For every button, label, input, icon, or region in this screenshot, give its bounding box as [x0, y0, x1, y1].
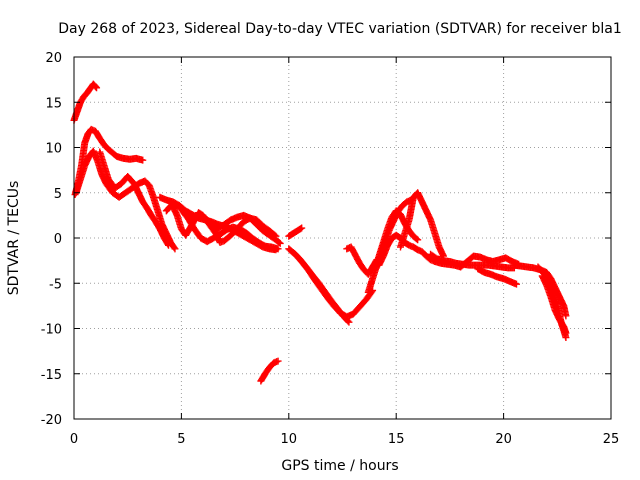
data-point	[413, 235, 421, 243]
data-point	[276, 239, 284, 247]
tick-layer: 0 5 10 15 20 25 -20 -15 -10 -5 0 5 10 15 20	[41, 51, 620, 447]
data-point	[275, 239, 283, 247]
y-tick-label: -20	[41, 413, 62, 428]
data-point	[93, 84, 101, 92]
chart-title: Day 268 of 2023, Sidereal Day-to-day VTE…	[58, 21, 621, 37]
x-tick-label: 5	[177, 432, 185, 447]
series-arc-q	[396, 189, 447, 260]
data-point	[298, 224, 306, 232]
x-tick-label: 25	[603, 432, 620, 447]
y-tick-label: 10	[45, 142, 62, 157]
y-tick-label: 5	[54, 187, 62, 202]
data-point	[274, 245, 282, 253]
data-point	[165, 241, 173, 249]
x-tick-label: 10	[281, 432, 298, 447]
data-point	[562, 312, 570, 320]
y-axis-label: SDTVAR / TECUs	[6, 181, 22, 296]
data-point	[344, 317, 352, 325]
data-point	[171, 245, 179, 253]
series-arc-p	[375, 231, 439, 269]
data-point	[414, 236, 422, 244]
data-point	[139, 156, 147, 164]
x-tick-label: 0	[70, 432, 78, 447]
x-tick-label: 15	[388, 432, 405, 447]
series-arc-s	[431, 252, 523, 271]
data-point	[274, 357, 282, 365]
y-tick-label: 20	[45, 51, 62, 66]
series-arc-o	[371, 207, 422, 274]
data-point	[345, 318, 353, 326]
data-point	[164, 240, 172, 248]
grid-layer	[74, 57, 611, 419]
series-arc-h	[177, 205, 282, 253]
data-point	[562, 329, 570, 337]
series-arc-a	[70, 80, 101, 124]
series-arc-l	[289, 248, 353, 326]
series-arc-t	[474, 265, 520, 288]
x-axis-label: GPS time / hours	[281, 458, 398, 474]
y-tick-label: 0	[54, 232, 62, 247]
series-arc-j	[285, 224, 306, 240]
y-tick-label: 15	[45, 96, 62, 111]
data-layer	[70, 80, 570, 385]
series-arc-i	[257, 357, 282, 385]
data-point	[170, 244, 178, 252]
y-tick-label: -10	[41, 323, 62, 338]
series-arc-d	[96, 148, 173, 249]
data-point	[92, 83, 100, 91]
y-tick-label: -15	[41, 368, 62, 383]
data-point	[512, 280, 520, 288]
series-arc-w	[538, 272, 570, 337]
x-tick-label: 20	[495, 432, 512, 447]
series-arc-b	[71, 125, 147, 199]
y-tick-label: -5	[49, 277, 62, 292]
